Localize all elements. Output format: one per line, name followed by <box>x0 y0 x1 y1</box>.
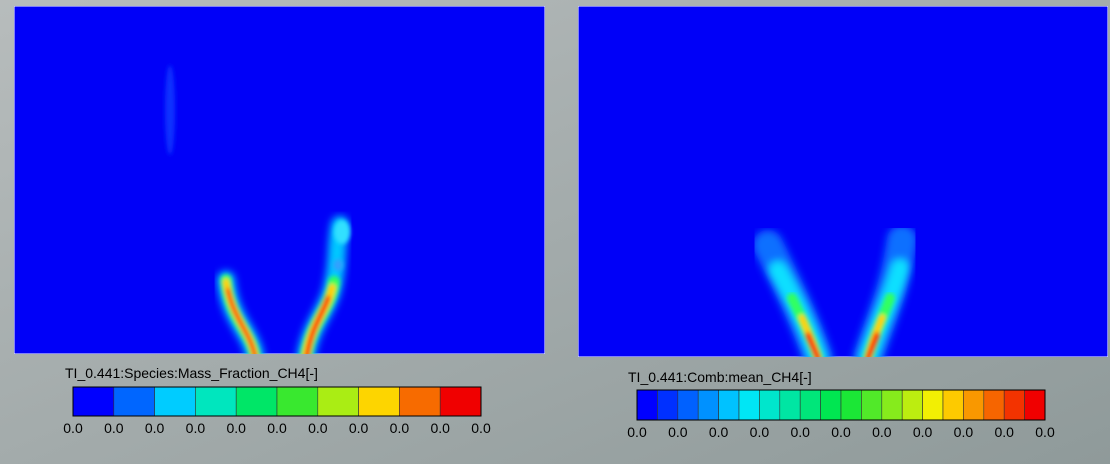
colorbar-label: 0.0 <box>104 420 124 436</box>
colorbar-segment <box>861 389 883 421</box>
colorbar-segment <box>963 389 985 421</box>
colorbar-segment <box>677 389 699 421</box>
colorbar-segment <box>636 389 658 421</box>
colorbar-label: 0.0 <box>627 424 647 440</box>
colorbar-segment <box>942 389 964 421</box>
colorbar-segment <box>235 386 278 417</box>
colorbar-segment <box>779 389 801 421</box>
colorbar-segment <box>1003 389 1025 421</box>
colorbar-segment <box>901 389 923 421</box>
colorbar-frame <box>636 389 1046 421</box>
colorbar-segment <box>399 386 441 417</box>
colorbar-label: 0.0 <box>430 420 450 436</box>
colorbar-label: 0.0 <box>831 424 851 440</box>
colorbar-segment <box>317 386 359 417</box>
colorbar-label: 0.0 <box>668 424 688 440</box>
colorbar-label: 0.0 <box>349 420 369 436</box>
colorbar-label: 0.0 <box>750 424 770 440</box>
colorbar-segment <box>922 389 944 421</box>
colorbar-label: 0.0 <box>145 420 165 436</box>
contour-panel-right <box>578 6 1108 357</box>
colorbar-segment <box>881 389 903 421</box>
legends: TI_0.441:Species:Mass_Fraction_CH4[-] 0.0… <box>63 365 1055 440</box>
colorbar-label: 0.0 <box>63 420 83 436</box>
colorbar-label: 0.0 <box>267 420 287 436</box>
colorbar-segment <box>840 389 862 421</box>
colorbar-segment <box>1024 389 1046 421</box>
contour-panel-left <box>14 6 545 354</box>
colorbar-segment <box>195 386 237 417</box>
colorbar-label: 0.0 <box>186 420 206 436</box>
legend-title: TI_0.441:Species:Mass_Fraction_CH4[-] <box>65 365 318 381</box>
colorbar-label: 0.0 <box>1035 424 1055 440</box>
colorbar-segment <box>72 386 115 417</box>
colorbar-label: 0.0 <box>709 424 729 440</box>
colorbar-label: 0.0 <box>226 420 246 436</box>
colorbar-label: 0.0 <box>790 424 810 440</box>
colorbar-label: 0.0 <box>308 420 328 436</box>
colorbar-segment <box>154 386 196 417</box>
colorbar-segment <box>657 389 679 421</box>
colorbar-label: 0.0 <box>913 424 933 440</box>
colorbar-label: 0.0 <box>390 420 410 436</box>
legend-title: TI_0.441:Comb:mean_CH4[-] <box>628 369 812 385</box>
colorbar-segment <box>738 389 760 421</box>
colorbar-segment <box>439 386 482 417</box>
colorbar-label: 0.0 <box>994 424 1014 440</box>
colorbar-frame <box>72 386 482 417</box>
colorbar-segment <box>113 386 155 417</box>
colorbar-label: 0.0 <box>872 424 892 440</box>
colorbar-segment <box>358 386 400 417</box>
colorbar-segment <box>759 389 781 421</box>
colorbar-segment <box>276 386 319 417</box>
colorbar-segment <box>820 389 842 421</box>
colorbar-label: 0.0 <box>954 424 974 440</box>
colorbar-segment <box>799 389 821 421</box>
colorbar-label: 0.0 <box>471 420 491 436</box>
colorbar-segment <box>697 389 719 421</box>
colorbar-segment <box>718 389 740 421</box>
colorbar-segment <box>983 389 1005 421</box>
